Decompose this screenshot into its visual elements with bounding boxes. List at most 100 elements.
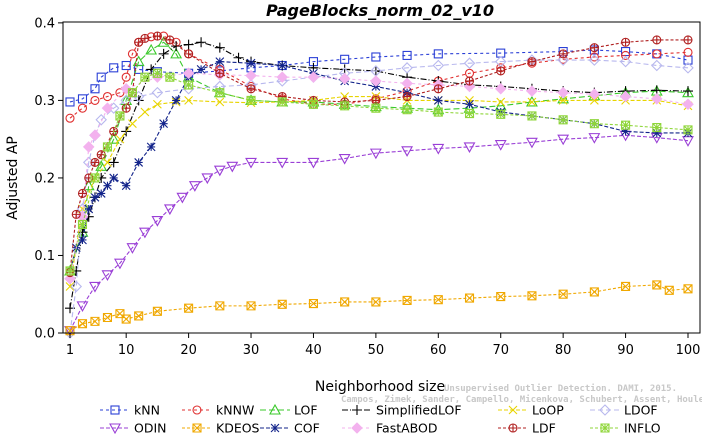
data-point [683, 284, 693, 294]
data-point [77, 219, 88, 230]
data-point [340, 54, 350, 64]
series-line-knnw [69, 35, 689, 119]
data-point [90, 95, 100, 105]
data-point [621, 37, 631, 47]
legend-label: kNN [134, 403, 160, 418]
x-tick-label: 70 [492, 343, 509, 358]
data-point [103, 181, 112, 191]
data-point [165, 72, 175, 82]
data-point [196, 37, 207, 48]
data-point [77, 188, 88, 198]
data-point [132, 55, 145, 67]
legend-label: LOF [294, 403, 318, 418]
x-tick-label: 60 [430, 343, 447, 358]
data-point [115, 134, 125, 144]
data-point [153, 99, 162, 109]
series-line-kdeos [69, 284, 689, 332]
data-point [82, 156, 95, 169]
data-point [246, 95, 256, 105]
plot-area [64, 31, 694, 339]
legend-item-ldof: LDOF [590, 403, 658, 418]
data-point [465, 99, 474, 109]
data-point [402, 50, 412, 60]
data-point [171, 96, 181, 105]
data-point [433, 96, 443, 105]
data-point [496, 66, 506, 76]
data-point [527, 291, 537, 301]
data-point [652, 128, 662, 138]
data-point [432, 59, 445, 72]
legend-item-cof: COF [260, 421, 320, 436]
data-point [621, 120, 631, 130]
data-point [682, 98, 694, 111]
data-point [683, 47, 693, 57]
data-point [246, 301, 256, 311]
data-point [65, 97, 75, 107]
data-point [558, 289, 568, 299]
data-point [371, 103, 381, 113]
data-point [526, 85, 538, 97]
data-point [77, 94, 88, 104]
data-point [682, 86, 694, 98]
series-line-loop [69, 95, 689, 287]
legend-item-kdeos: KDEOS [182, 421, 260, 436]
legend: kNN kNNW LOF SimplifiedLOF LoOP LDOF ODIN KDEOS… [100, 403, 661, 436]
data-point [652, 280, 662, 290]
legend-label: FastABOD [376, 421, 438, 435]
data-point [151, 86, 164, 99]
legend-item-ldf: LDF [498, 421, 556, 436]
data-point [184, 49, 194, 59]
legend-marker [269, 403, 281, 415]
watermark-line-2: Campos, Zimek, Sander, Campello, Micenko… [341, 394, 702, 405]
legend-marker [109, 423, 121, 435]
data-point [90, 192, 100, 202]
data-point [152, 31, 162, 41]
legend-item-inflo: INFLO [590, 421, 661, 436]
data-point [184, 80, 194, 90]
y-tick-label: 0.0 [34, 327, 55, 342]
data-point [246, 58, 256, 68]
data-point [496, 109, 506, 119]
data-point [114, 258, 126, 270]
data-point [188, 181, 201, 192]
data-point [89, 129, 101, 142]
data-point [184, 303, 194, 313]
data-point [78, 235, 87, 245]
data-point [120, 82, 132, 95]
data-point [651, 93, 663, 105]
data-point [527, 57, 537, 67]
data-point [134, 158, 144, 167]
data-point [65, 113, 75, 123]
data-point [463, 57, 476, 69]
data-point [276, 71, 289, 83]
data-point [140, 72, 150, 82]
data-point [126, 243, 139, 254]
data-point [183, 39, 194, 50]
data-point [652, 49, 662, 59]
data-point [308, 298, 319, 309]
data-point [159, 119, 169, 129]
data-point [182, 82, 195, 95]
legend-marker [352, 405, 362, 415]
data-point [90, 173, 100, 183]
data-point [589, 96, 599, 105]
data-point [683, 125, 693, 135]
series-line-odin [69, 134, 689, 331]
data-point [401, 146, 414, 157]
data-point [496, 292, 506, 302]
x-tick-label: 50 [368, 343, 385, 358]
x-tick-label: 10 [118, 343, 135, 358]
x-tick-label: 40 [305, 343, 322, 358]
legend-label: INFLO [624, 421, 661, 435]
data-point [307, 71, 320, 83]
data-point [589, 52, 599, 62]
data-point [494, 140, 507, 151]
data-point [246, 84, 256, 94]
data-point [276, 157, 289, 169]
legend-item-simplifiedlof: SimplifiedLOF [342, 403, 462, 418]
data-point [557, 54, 569, 66]
data-point [338, 72, 351, 85]
data-point [338, 154, 351, 165]
legend-marker [599, 404, 611, 416]
